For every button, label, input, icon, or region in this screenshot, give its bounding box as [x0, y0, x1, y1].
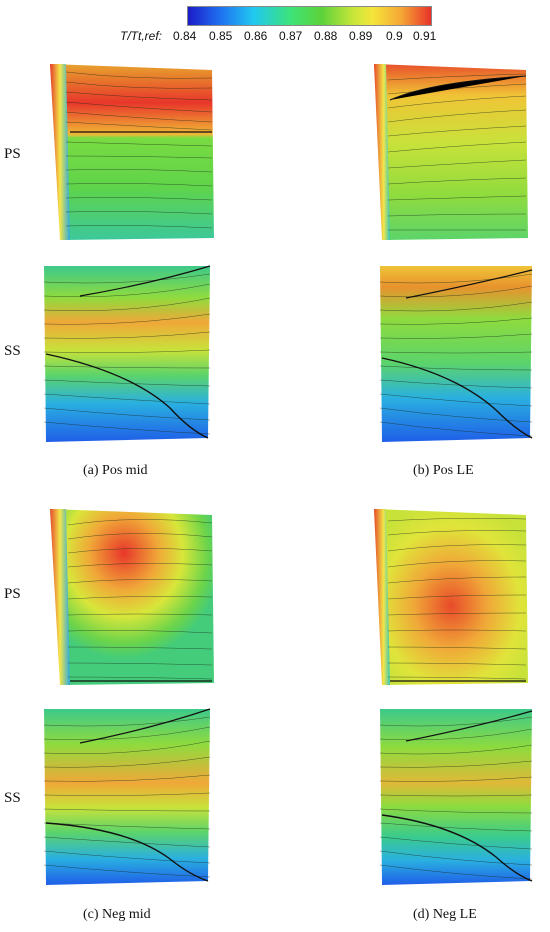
colorbar-tick: 0.88	[314, 29, 338, 43]
contour-panel-a-ss	[40, 262, 216, 444]
colorbar	[187, 6, 432, 26]
ps-label: PS	[4, 586, 21, 602]
caption-b: (b) Pos LE	[413, 463, 474, 478]
colorbar-tick: 0.89	[349, 29, 373, 43]
contour-panel-a-ps	[44, 60, 216, 242]
caption-a: (a) Pos mid	[83, 463, 148, 478]
contour-panel-b-ss	[376, 262, 536, 444]
colorbar-tick: 0.84	[173, 29, 197, 43]
colorbar-tick: 0.87	[279, 29, 303, 43]
caption-d: (d) Neg LE	[413, 907, 477, 922]
colorbar-tick: 0.91	[413, 29, 437, 43]
contour-panel-d-ss	[376, 705, 536, 887]
contour-panel-d-ps	[370, 505, 530, 687]
contour-panel-c-ps	[44, 505, 216, 687]
ss-label: SS	[4, 790, 21, 806]
ss-label: SS	[4, 343, 21, 359]
colorbar-tick: 0.9	[386, 29, 403, 43]
ps-label: PS	[4, 146, 21, 162]
colorbar-tick: 0.85	[209, 29, 233, 43]
contour-panel-b-ps	[370, 60, 530, 242]
colorbar-tick: 0.86	[244, 29, 268, 43]
contour-panel-c-ss	[40, 705, 216, 887]
colorbar-title: T/Tt,ref:	[120, 29, 162, 43]
caption-c: (c) Neg mid	[83, 907, 151, 922]
